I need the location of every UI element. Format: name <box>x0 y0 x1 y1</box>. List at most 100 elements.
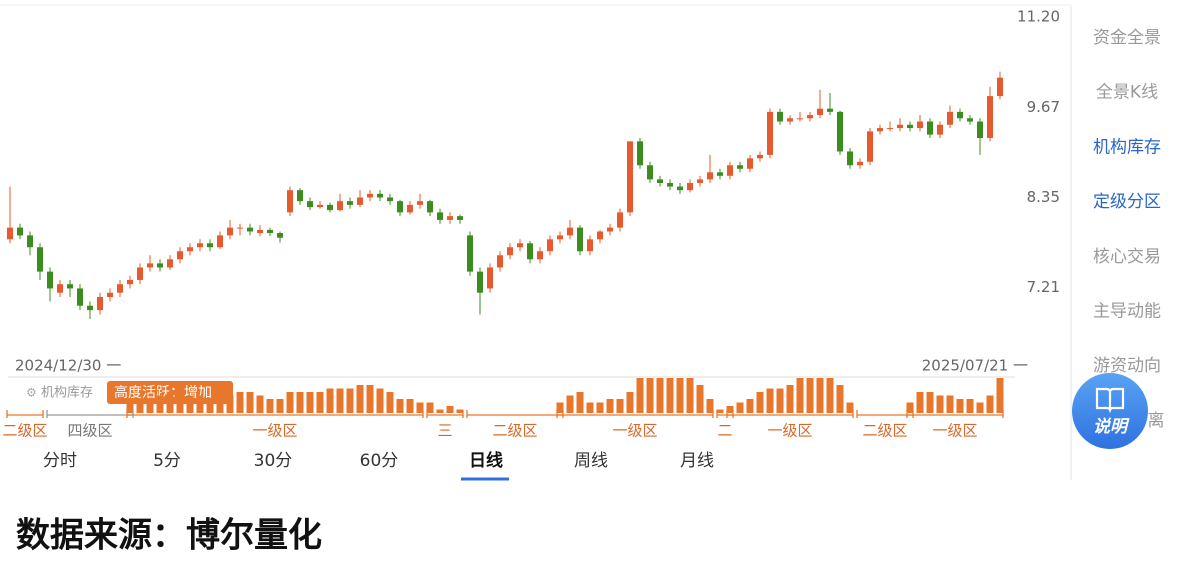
candle-body <box>937 124 943 135</box>
zone-label: 二级区 <box>2 422 47 440</box>
candle-body <box>817 108 823 116</box>
candle-body <box>847 151 853 166</box>
zone-bracket <box>46 410 134 418</box>
candle-body <box>247 227 253 232</box>
sidebar-item[interactable]: 机构库存 <box>1093 137 1161 157</box>
sidebar-item[interactable]: 游资动向 <box>1093 356 1161 376</box>
candle-body <box>827 108 833 112</box>
candle-body <box>787 118 793 122</box>
activity-bar <box>396 399 404 413</box>
timeframe-tab[interactable]: 月线 <box>680 451 714 471</box>
candle-body <box>457 216 463 220</box>
candle-body <box>167 259 173 268</box>
candle-body <box>267 229 273 234</box>
candle-body <box>587 239 593 252</box>
timeframe-tab[interactable]: 60分 <box>360 451 399 471</box>
candle-body <box>577 227 583 252</box>
candle-body <box>157 263 163 268</box>
zone-bracket <box>556 410 714 418</box>
zone-bracket <box>466 410 564 418</box>
zone-bracket <box>726 410 854 418</box>
zone-bracket <box>6 410 44 418</box>
timeframe-tab[interactable]: 30分 <box>254 451 293 471</box>
activity-bar <box>626 392 634 413</box>
y-tick-label: 7.21 <box>1027 278 1060 296</box>
candle-body <box>957 111 963 119</box>
activity-bar <box>816 378 824 413</box>
activity-bar <box>456 409 464 413</box>
footer: 数据来源：博尔量化 <box>16 516 322 556</box>
sidebar-item[interactable]: 核心交易 <box>1093 247 1161 267</box>
candle-body <box>547 239 553 252</box>
candle-body <box>647 165 653 180</box>
timeframe-tab[interactable]: 周线 <box>574 451 608 471</box>
candle-body <box>297 190 303 202</box>
zone-bracket <box>426 410 464 418</box>
candle-body <box>87 305 93 311</box>
activity-bar <box>336 388 344 413</box>
activity-bar <box>136 399 144 413</box>
zone-label: 三 <box>437 422 452 440</box>
candle-body <box>177 251 183 260</box>
activity-bar <box>976 402 984 413</box>
activity-bar <box>426 402 434 413</box>
candle-body <box>917 121 923 129</box>
sidebar-item[interactable]: 资金全景 <box>1093 28 1161 48</box>
activity-bar <box>646 378 654 413</box>
sidebar-item[interactable]: 主导动能 <box>1093 302 1161 322</box>
candle-body <box>707 172 713 180</box>
candle-body <box>977 121 983 138</box>
candle-body <box>617 212 623 228</box>
help-label[interactable]: 说明 <box>1093 417 1130 437</box>
candle-body <box>427 201 433 213</box>
zone-bracket <box>906 410 1004 418</box>
activity-bar <box>286 392 294 413</box>
candle-body <box>347 201 353 205</box>
book-icon <box>1095 387 1125 414</box>
activity-bar <box>306 392 314 413</box>
zone-bracket <box>126 410 424 418</box>
activity-bar <box>406 399 414 413</box>
candle-body <box>747 158 753 169</box>
sidebar-item[interactable]: 离 <box>1148 411 1165 431</box>
candle-body <box>927 121 933 135</box>
candle-body <box>967 118 973 122</box>
end-date: 2025/07/21 一 <box>922 357 1028 375</box>
candle-body <box>437 212 443 220</box>
zone-bracket <box>856 410 914 418</box>
candle-body <box>237 227 243 229</box>
candle-body <box>147 263 153 268</box>
candle-body <box>377 193 383 198</box>
candle-body <box>867 131 873 162</box>
help-button[interactable]: 说明 <box>1072 373 1148 449</box>
activity-bar <box>826 378 834 413</box>
activity-bar <box>696 385 704 413</box>
timeframe-tab[interactable]: 日线 <box>469 450 503 471</box>
sidebar-item[interactable]: 定级分区 <box>1093 192 1161 212</box>
sidebar-item[interactable]: 全景K线 <box>1096 83 1158 103</box>
activity-bar <box>936 395 944 413</box>
y-tick-label: 8.35 <box>1027 188 1060 206</box>
candle-body <box>77 288 83 306</box>
activity-bar <box>916 392 924 413</box>
candle-body <box>367 193 373 198</box>
zone-label: 一级区 <box>932 422 977 440</box>
candle-body <box>857 161 863 166</box>
candlestick-chart: 7.21 8.35 9.67 11.20 二级区 四级区 一级区 三 二级区 一级区 二 一级区 二级区… <box>2 8 1060 440</box>
candle-body <box>877 128 883 132</box>
candle-body <box>407 204 413 213</box>
candle-body <box>7 227 13 240</box>
candle-body <box>837 111 843 152</box>
timeframe-tab[interactable]: 分时 <box>43 451 77 471</box>
timeframe-tab[interactable]: 5分 <box>153 451 181 471</box>
candle-body <box>197 243 203 248</box>
candle-body <box>357 197 363 205</box>
activity-bar <box>126 402 134 413</box>
zone-label: 二级区 <box>862 422 907 440</box>
activity-bar <box>766 388 774 413</box>
activity-bar <box>556 402 564 413</box>
activity-bar <box>316 392 324 413</box>
candle-body <box>557 235 563 240</box>
candle-body <box>907 124 913 129</box>
